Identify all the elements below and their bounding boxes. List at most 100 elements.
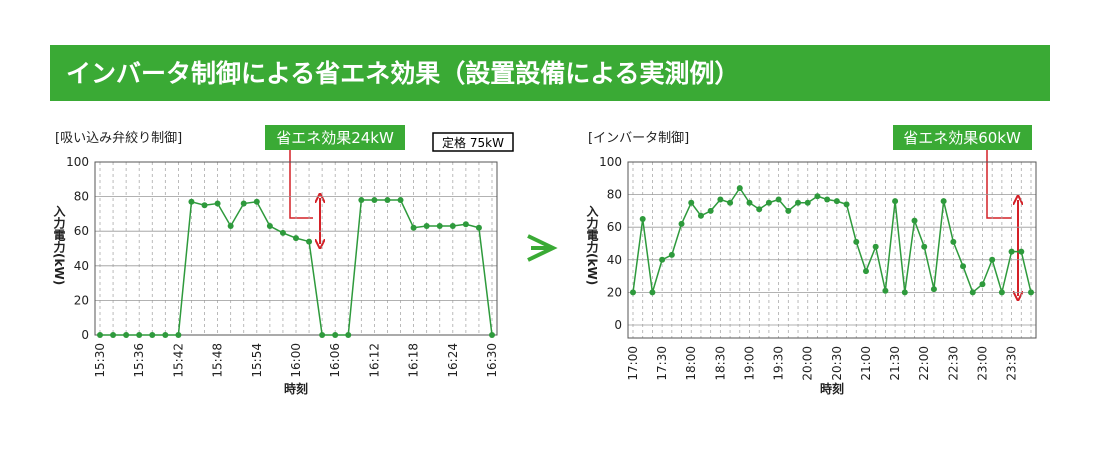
x-tick-label: 23:30: [1005, 346, 1019, 381]
x-tick-label: 20:30: [830, 346, 844, 381]
data-point: [136, 332, 143, 338]
data-point: [950, 238, 957, 245]
data-point: [979, 281, 986, 288]
y-tick-label: 40: [607, 253, 622, 267]
x-tick-label: 16:12: [367, 343, 381, 378]
data-point: [319, 332, 326, 338]
data-point: [97, 332, 103, 338]
data-point: [227, 223, 234, 230]
data-point: [804, 199, 811, 206]
x-tick-label: 19:00: [742, 346, 756, 381]
x-axis-label: 時刻: [820, 381, 844, 396]
data-point: [765, 199, 772, 206]
data-point: [756, 206, 763, 213]
x-tick-label: 15:42: [171, 343, 185, 378]
data-point: [188, 198, 195, 205]
data-point: [989, 256, 996, 263]
data-point: [475, 224, 482, 231]
chart-subtitle: [インバータ制御]: [588, 131, 689, 146]
data-point: [345, 332, 352, 338]
y-tick-label: 60: [607, 220, 622, 234]
plot-frame: [94, 161, 498, 336]
data-point: [358, 197, 365, 204]
data-point: [795, 199, 802, 206]
y-tick-label: 20: [74, 293, 89, 307]
data-point: [240, 200, 247, 207]
data-point: [707, 207, 714, 214]
data-point: [397, 197, 404, 204]
data-point: [833, 198, 840, 205]
x-tick-label: 15:36: [132, 343, 146, 378]
data-point: [436, 223, 443, 230]
data-point: [1018, 248, 1025, 255]
rating: 定格 75kW: [442, 135, 504, 150]
data-point: [785, 207, 792, 214]
data-point: [892, 198, 899, 205]
callout-line: [289, 150, 313, 219]
y-tick-label: 0: [614, 318, 622, 332]
x-tick-label: 16:00: [289, 343, 303, 378]
y-tick-label: 80: [74, 190, 89, 204]
y-tick-label: 60: [74, 224, 89, 238]
rating-box: [432, 132, 514, 152]
data-point: [149, 332, 156, 338]
x-tick-label: 23:00: [975, 346, 989, 381]
data-point: [293, 235, 299, 242]
plot-frame: [627, 161, 1037, 339]
data-point: [649, 289, 656, 296]
data-point: [775, 196, 782, 203]
data-point: [862, 268, 869, 275]
chart-subtitle: [吸い込み弁絞り制御]: [55, 131, 182, 146]
data-point: [175, 332, 182, 338]
annotation: 省エネ効果24kW: [276, 129, 394, 147]
data-point: [940, 198, 947, 205]
data-point: [960, 263, 967, 270]
data-point: [668, 251, 675, 258]
data-point: [253, 198, 260, 205]
y-tick-label: 100: [599, 155, 622, 169]
data-point: [659, 256, 666, 263]
data-point: [214, 200, 221, 207]
annotation-box: [265, 125, 405, 150]
data-point: [688, 199, 695, 206]
data-point: [746, 199, 753, 206]
data-point: [872, 243, 879, 250]
y-tick-label: 80: [607, 188, 622, 202]
y-tick-label: 0: [81, 328, 89, 342]
x-tick-label: 17:00: [626, 346, 640, 381]
data-point: [727, 199, 734, 206]
data-point: [410, 224, 417, 231]
data-point: [639, 216, 646, 223]
data-point: [332, 332, 339, 338]
data-point: [930, 286, 937, 293]
data-point: [736, 185, 743, 192]
annotation-box: [893, 125, 1032, 150]
data-point: [123, 332, 130, 338]
x-tick-label: 15:30: [93, 343, 107, 378]
x-tick-label: 16:18: [407, 343, 421, 378]
data-point: [1008, 248, 1015, 255]
y-tick-label: 100: [66, 155, 89, 169]
y-axis-label: 入力電力(kW): [52, 205, 66, 286]
data-point: [110, 332, 117, 338]
data-point: [384, 197, 391, 204]
y-axis-label: 入力電力(kW): [585, 205, 599, 286]
data-point: [969, 289, 976, 296]
y-tick-label: 20: [607, 285, 622, 299]
next-arrow: [527, 234, 558, 262]
annotation: 省エネ効果60kW: [903, 129, 1021, 147]
page-title: インバータ制御による省エネ効果（設置設備による実測例）: [66, 59, 740, 88]
data-point: [814, 193, 821, 200]
data-point: [697, 212, 704, 219]
data-point: [882, 287, 889, 294]
x-tick-label: 16:30: [485, 343, 499, 378]
data-point: [1028, 289, 1034, 296]
x-tick-label: 17:30: [655, 346, 669, 381]
x-tick-label: 20:00: [801, 346, 815, 381]
data-point: [717, 196, 724, 203]
data-point: [678, 220, 685, 227]
data-point: [371, 197, 378, 204]
x-tick-label: 16:24: [446, 343, 460, 378]
callout-line: [986, 150, 1012, 219]
